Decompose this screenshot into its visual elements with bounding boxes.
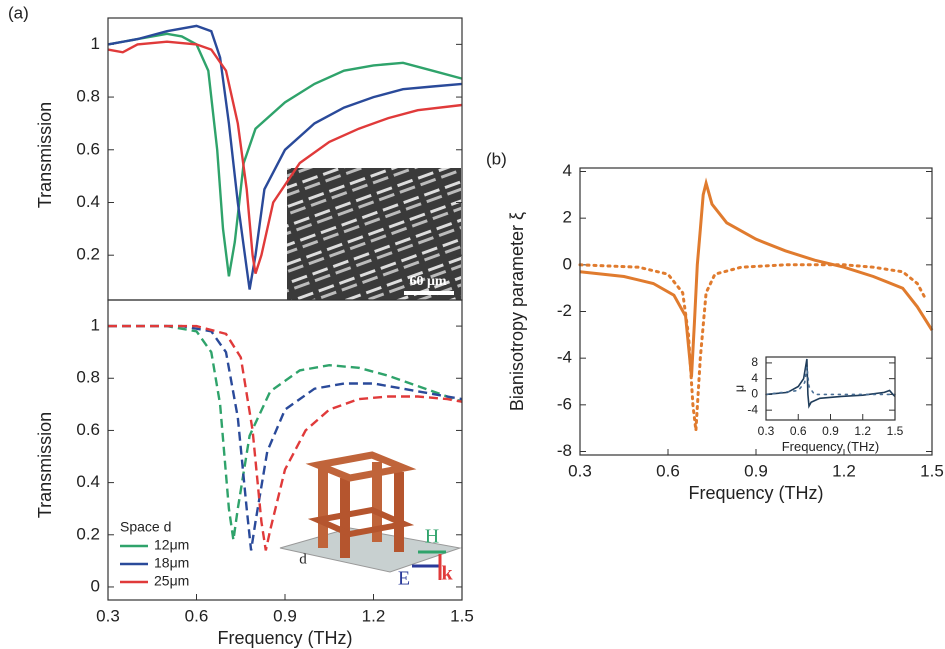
x-tick-label: 0.9 [273,606,297,625]
y-axis-label: μ [731,385,746,393]
y-tick-label: -8 [557,441,572,460]
series-line [108,324,463,541]
x-axis-label: Frequency (THz) [217,628,352,648]
x-tick-label: 0.3 [758,424,775,438]
y-tick-label: 0.2 [76,245,100,264]
legend-label: 12μm [154,537,189,553]
series-line [579,177,934,377]
y-tick-label: 2 [563,208,572,227]
axes-frame [765,356,896,421]
series-line [107,24,463,290]
y-tick-label: -2 [557,301,572,320]
y-tick-label: 0.8 [76,368,100,387]
scale-bar [404,291,454,295]
series-line [108,324,463,551]
structure-drawing [279,451,462,580]
y-axis-label: Bianisotropy parameter ξ [507,212,527,411]
x-tick-label: 1.2 [832,461,856,480]
y-tick-label: -6 [557,394,572,413]
inset-background [766,357,895,420]
x-tick-label: 0.6 [185,606,209,625]
x-tick-label: 0.6 [656,461,680,480]
y-tick-label: 0 [751,387,758,401]
y-tick-label: 0.6 [76,420,100,439]
x-tick-label: 1.2 [854,424,871,438]
y-axis-label: Transmission [35,412,55,518]
x-tick-label: 0.6 [790,424,807,438]
y-tick-label: 0 [563,254,572,273]
y-tick-label: 0.4 [76,192,100,211]
series-line [107,32,463,277]
annotation: d [299,551,307,567]
series-line [107,40,463,274]
legend-label: 18μm [154,555,189,571]
annotation: E [398,568,410,590]
legend-title: Space d [120,519,171,535]
y-axis-label: Transmission [35,102,55,208]
series-line [108,324,463,551]
sem-image [287,168,461,300]
axes-frame [579,167,933,456]
legend-label: 25μm [154,573,189,589]
y-tick-label: -4 [747,402,758,416]
x-axis-label: Frequency (THz) [688,483,823,503]
x-tick-label: 1.5 [920,461,944,480]
annotation: k [441,563,453,585]
x-tick-label: 0.3 [96,606,120,625]
y-tick-label: 1 [91,34,100,53]
y-tick-label: 0.4 [76,472,100,491]
x-tick-label: 0.9 [744,461,768,480]
x-tick-label: 0.3 [568,461,592,480]
x-axis-label: Frequency (THz) [782,439,880,454]
series-line [765,366,896,396]
y-tick-label: -4 [557,348,572,367]
y-tick-label: 4 [751,371,758,385]
y-tick-label: 1 [91,316,100,335]
axes-frame [107,299,463,601]
y-tick-label: 8 [751,355,758,369]
y-tick-label: 0.8 [76,87,100,106]
x-tick-label: 1.5 [450,606,474,625]
panel-label: (a) [8,3,29,22]
y-tick-label: 0.6 [76,139,100,158]
x-tick-label: 1.2 [362,606,386,625]
series-line [765,358,896,409]
series-line [578,263,928,431]
x-tick-label: 1.5 [887,424,904,438]
annotation: H [425,526,439,548]
y-tick-label: 4 [563,161,572,180]
y-tick-label: 0.2 [76,524,100,543]
y-tick-label: 0 [91,576,100,595]
x-tick-label: 0.9 [822,424,839,438]
panel-label: (b) [486,149,507,168]
annotation: 60 μm [409,274,446,289]
